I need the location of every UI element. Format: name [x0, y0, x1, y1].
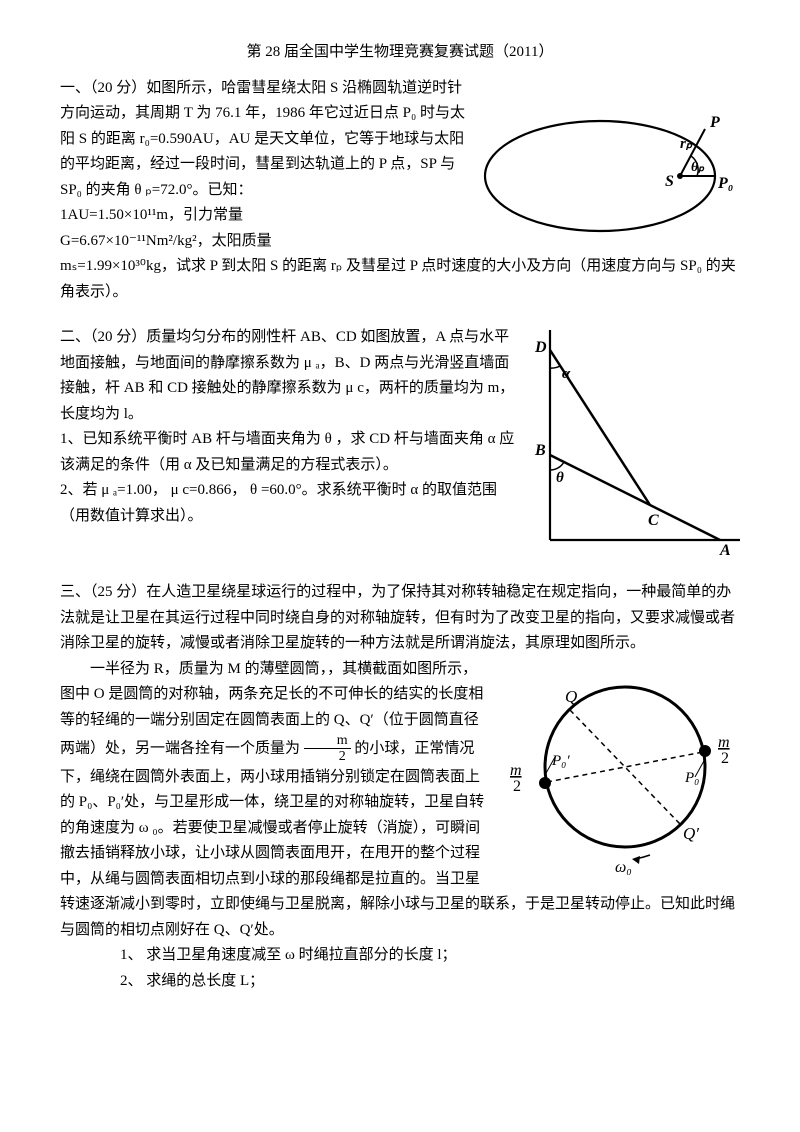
fig3-label-m2l-den: 2: [513, 778, 521, 795]
fig2-label-B: B: [534, 442, 546, 459]
problem-3-frac: m2: [304, 733, 351, 765]
problem-3: 三、（25 分）在人造卫星绕星球运行的过程中，为了保持其对称转轴稳定在规定指向，…: [60, 580, 740, 994]
fig3-label-Qp: Q′: [683, 824, 699, 843]
problem-1-line4: mₛ=1.99×10³⁰kg，试求 P 到太阳 S 的距离 rₚ 及彗星过 P …: [60, 254, 740, 305]
fig3-label-P0p: P₀′: [551, 753, 570, 769]
frac-den: 2: [304, 749, 351, 764]
fig3-label-m2l-num: m: [510, 762, 522, 779]
fig3-label-m2r-den: 2: [721, 750, 729, 767]
problem-3-head: 三、（25 分）在人造卫星绕星球运行的过程中，为了保持其对称转轴稳定在规定指向，…: [60, 580, 740, 657]
fig1-label-theta: θₚ: [691, 160, 705, 175]
fig2-label-theta: θ: [556, 470, 564, 486]
fig2-label-alpha: α: [562, 366, 571, 382]
problem-3-q2: 2、 求绳的总长度 L；: [60, 969, 740, 995]
fig1-label-rp: rₚ: [680, 136, 693, 152]
problem-1-figure: S P P₀ rₚ θₚ: [480, 111, 740, 241]
fig2-label-C: C: [648, 512, 659, 529]
fig2-label-A: A: [719, 542, 731, 559]
fig1-label-S: S: [665, 173, 674, 190]
fig3-label-w0: ω₀: [615, 859, 632, 876]
fig3-label-Q: Q: [565, 687, 577, 706]
problem-1: S P P₀ rₚ θₚ 一、（20 分）如图所示，哈雷彗星绕太阳 S 沿椭圆轨…: [60, 76, 740, 306]
page-title: 第 28 届全国中学生物理竞赛复赛试题（2011）: [60, 40, 740, 66]
frac-num: m: [304, 733, 351, 749]
fig3-label-m2r-num: m: [718, 734, 730, 751]
problem-2-figure: A B C D α θ: [530, 330, 740, 560]
problem-3-q1: 1、 求当卫星角速度减至 ω 时绳拉直部分的长度 l；: [60, 943, 740, 969]
fig1-label-P0: P₀: [717, 175, 733, 192]
problem-2: A B C D α θ 二、（20 分）质量均匀分布的刚性杆 AB、CD 如图放…: [60, 325, 740, 560]
fig1-label-P: P: [709, 114, 720, 131]
problem-3-figure: Q Q′ P₀′ P₀ m 2 m 2 ω₀: [500, 667, 740, 877]
fig2-label-D: D: [534, 339, 547, 356]
